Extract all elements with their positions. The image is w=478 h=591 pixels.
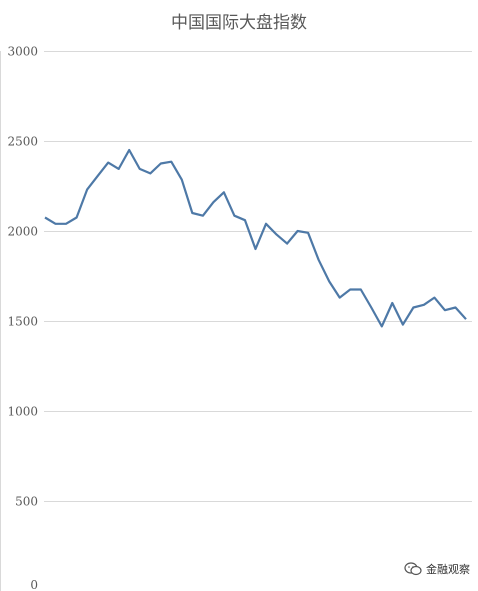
y-tick-label: 0 — [30, 578, 38, 591]
y-tick-label: 1500 — [7, 315, 38, 329]
y-tick-label: 500 — [15, 495, 38, 509]
series-line — [44, 148, 467, 328]
y-tick-label: 3000 — [7, 45, 38, 59]
y-tick-label: 2000 — [7, 225, 38, 239]
chart-title: 中国国际大盘指数 — [171, 13, 307, 33]
wechat-icon — [404, 562, 422, 576]
watermark-text: 金融观察 — [426, 563, 470, 576]
y-tick-label: 1000 — [7, 405, 38, 419]
watermark: 金融观察 — [404, 561, 470, 577]
y-tick-label: 2500 — [7, 135, 38, 149]
